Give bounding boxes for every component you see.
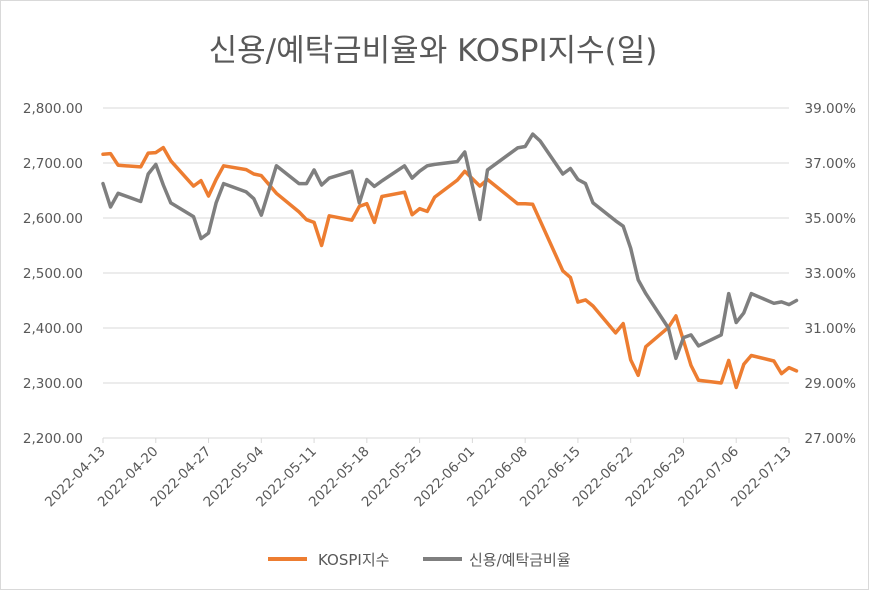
- chart-title: 신용/예탁금비율와 KOSPI지수(일): [209, 33, 658, 69]
- y-right-tick-label: 39.00%: [805, 101, 857, 117]
- y-right-tick-label: 33.00%: [805, 266, 857, 282]
- y-axis-right: 27.00% 29.00% 31.00% 33.00% 35.00% 37.00% 39.0…: [805, 101, 857, 447]
- legend: KOSPI지수 신용/예탁금비율: [268, 551, 571, 569]
- y-left-tick-label: 2,500.00: [23, 266, 83, 282]
- y-left-tick-label: 2,200.00: [23, 431, 83, 447]
- y-right-tick-label: 27.00%: [805, 431, 857, 447]
- gridlines: [103, 107, 789, 439]
- y-right-tick-label: 29.00%: [805, 376, 857, 392]
- legend-label: KOSPI지수: [318, 551, 389, 569]
- series-line: [101, 132, 799, 361]
- y-right-tick-label: 35.00%: [805, 211, 857, 227]
- y-right-tick-label: 31.00%: [805, 321, 857, 337]
- y-left-tick-label: 2,600.00: [23, 211, 83, 227]
- y-left-tick-label: 2,300.00: [23, 376, 83, 392]
- legend-label: 신용/예탁금비율: [469, 551, 571, 569]
- y-left-tick-label: 2,400.00: [23, 321, 83, 337]
- y-left-tick-label: 2,700.00: [23, 156, 83, 172]
- x-axis: 2022-04-132022-04-202022-04-272022-05-04…: [42, 438, 795, 510]
- y-right-tick-label: 37.00%: [805, 156, 857, 172]
- series-lines: [101, 132, 799, 390]
- series-line: [101, 145, 799, 390]
- y-axis-left: 2,200.00 2,300.00 2,400.00 2,500.00 2,600.00…: [23, 101, 83, 447]
- y-left-tick-label: 2,800.00: [23, 101, 83, 117]
